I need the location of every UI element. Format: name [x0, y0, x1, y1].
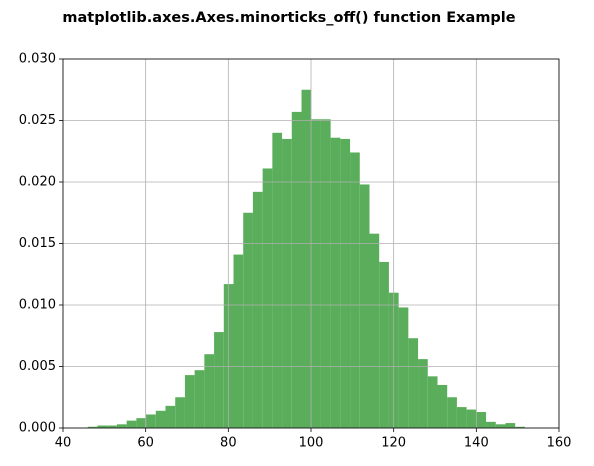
bar [146, 414, 156, 428]
x-tick-label: 160 [547, 436, 572, 451]
bar [262, 168, 273, 428]
y-tick-label: 0.010 [19, 298, 56, 313]
x-tick-label: 120 [381, 436, 406, 451]
chart-title: matplotlib.axes.Axes.minorticks_off() fu… [62, 10, 515, 26]
bar [311, 119, 321, 429]
bar [97, 425, 108, 428]
bar [214, 332, 224, 428]
x-tick-label: 80 [220, 436, 237, 451]
bar [252, 191, 263, 428]
y-tick-label: 0.025 [19, 113, 56, 128]
bar [243, 212, 253, 428]
bar [379, 261, 389, 428]
bar [418, 359, 428, 428]
bar [116, 424, 127, 428]
bar [320, 119, 331, 429]
bar [291, 111, 302, 428]
bar [301, 89, 312, 428]
bar [194, 370, 205, 428]
bar [165, 405, 176, 428]
bar [282, 138, 292, 428]
x-tick-label: 60 [137, 436, 154, 451]
bar [272, 132, 283, 429]
y-tick-label: 0.030 [19, 52, 56, 67]
x-tick-label: 40 [55, 436, 72, 451]
y-tick-label: 0.015 [19, 236, 56, 251]
bar [476, 412, 487, 428]
bar [495, 424, 506, 428]
y-tick-label: 0.005 [19, 359, 56, 374]
bar [87, 426, 98, 428]
bar [204, 354, 215, 428]
bar [359, 184, 370, 428]
bar [155, 410, 166, 428]
y-tick-label: 0.000 [19, 421, 56, 436]
bar [136, 418, 147, 428]
bar [427, 376, 438, 428]
bar [340, 138, 351, 428]
bar [466, 409, 477, 428]
bar [408, 338, 419, 428]
plot-frame [62, 58, 560, 429]
bar [107, 425, 117, 428]
bar [398, 307, 409, 428]
bar [369, 233, 380, 428]
bar [505, 423, 516, 428]
bar [456, 407, 467, 428]
bar [515, 426, 525, 428]
bar [330, 137, 341, 428]
x-tick-label: 140 [464, 436, 489, 451]
x-tick-label: 100 [299, 436, 324, 451]
y-tick-label: 0.020 [19, 175, 56, 190]
bar [184, 375, 195, 428]
bar [233, 254, 244, 428]
bar [126, 420, 137, 428]
bar [437, 384, 448, 428]
bar [350, 152, 360, 429]
bar [175, 397, 185, 428]
bar [486, 421, 496, 428]
bar [447, 397, 457, 428]
